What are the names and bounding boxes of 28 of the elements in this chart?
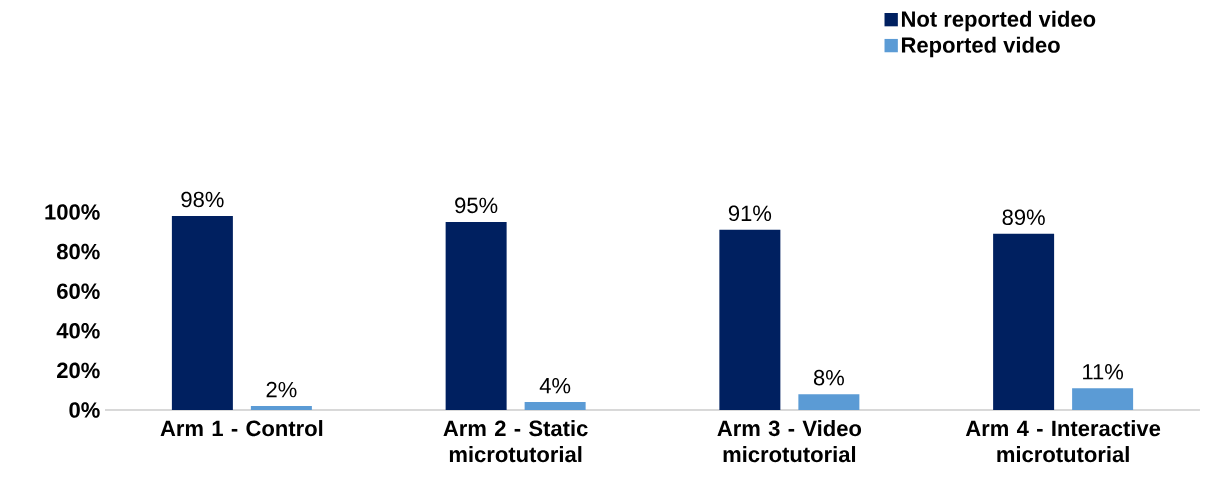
bar [171, 215, 233, 410]
y-tick-label: 40% [56, 322, 100, 339]
bar [524, 402, 586, 410]
legend-label: Not reported video [901, 10, 1096, 32]
bar [445, 221, 507, 410]
bar [798, 394, 860, 410]
x-tick-label: Arm 1 - Control [160, 420, 323, 437]
data-label: 2% [266, 381, 297, 398]
y-tick-label: 80% [56, 243, 100, 260]
x-tick-label: Arm 4 - Interactive microtutorial [965, 420, 1161, 463]
bar [993, 233, 1055, 410]
data-label: 89% [1002, 209, 1045, 226]
bar [719, 229, 781, 410]
data-label: 98% [181, 191, 224, 208]
x-tick-label: Arm 2 - Static microtutorial [443, 420, 588, 463]
data-label: 4% [539, 377, 571, 394]
bar [1072, 388, 1134, 410]
y-tick-label: 100% [45, 204, 100, 220]
y-tick-label: 20% [57, 362, 100, 379]
bar [250, 406, 312, 410]
data-label: 11% [1083, 364, 1124, 380]
data-label: 8% [813, 369, 844, 386]
y-tick-label: 60% [57, 283, 100, 299]
legend-label: Reported video [901, 36, 1060, 58]
y-tick-label: 0% [69, 402, 100, 418]
data-label: 95% [455, 197, 498, 214]
x-tick-label: Arm 3 - Video microtutorial [717, 420, 862, 463]
data-label: 91% [728, 205, 772, 222]
